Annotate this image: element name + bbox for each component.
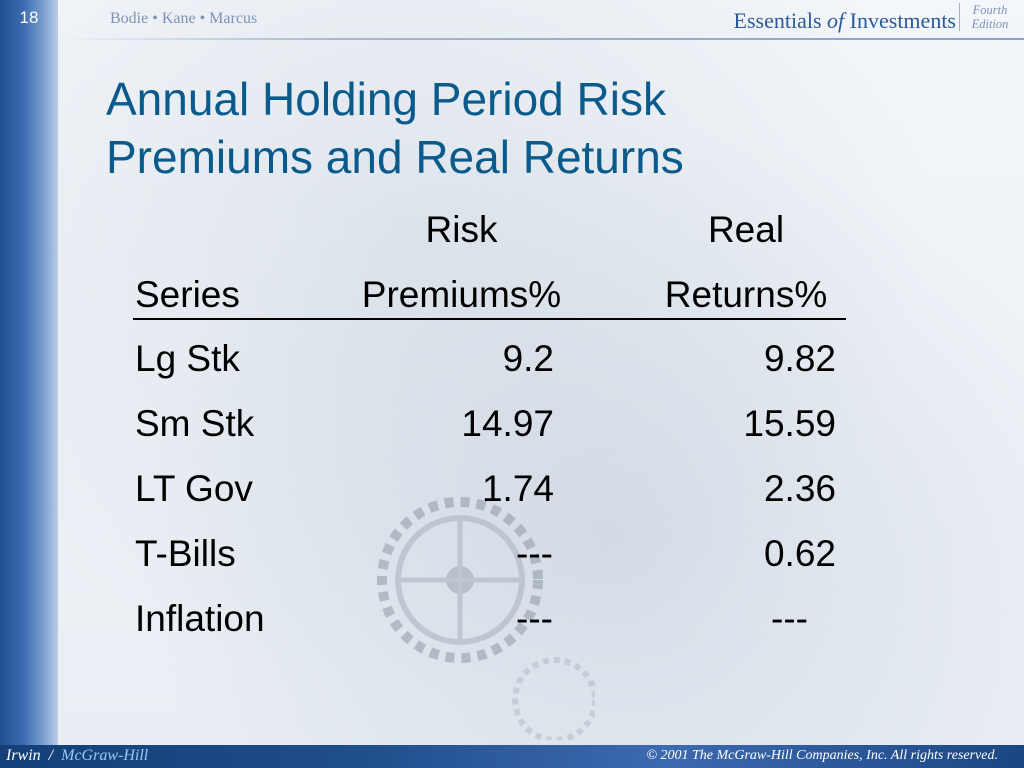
publisher-label: Irwin / McGraw-Hill xyxy=(6,747,148,765)
header-divider xyxy=(58,38,1024,40)
publisher-separator: / xyxy=(40,747,62,764)
slide-title-line1: Annual Holding Period Risk xyxy=(106,73,666,125)
authors-label: Bodie • Kane • Marcus xyxy=(110,10,258,27)
row-risk-premium: 1.74 xyxy=(481,468,554,509)
left-accent-bar: 18 xyxy=(0,0,58,745)
row-series: Sm Stk xyxy=(135,403,255,444)
header-returns: Returns% xyxy=(664,274,828,315)
header-risk: Risk xyxy=(425,209,498,250)
row-series: Lg Stk xyxy=(135,338,240,379)
row-real-return: 2.36 xyxy=(763,468,836,509)
copyright-notice: © 2001 The McGraw-Hill Companies, Inc. A… xyxy=(646,748,998,763)
edition-line1: Fourth xyxy=(972,3,1008,17)
row-series: LT Gov xyxy=(135,468,253,509)
book-title-part3: Investments xyxy=(844,8,956,33)
watch-gear-icon xyxy=(377,497,595,740)
header-premiums: Premiums% xyxy=(361,274,562,315)
book-title-part1: Essentials xyxy=(733,8,828,33)
row-real-return: 9.82 xyxy=(763,338,836,379)
edition-label: Fourth Edition xyxy=(959,3,1018,31)
footer-bar: Irwin / McGraw-Hill © 2001 The McGraw-Hi… xyxy=(0,745,1024,768)
publisher-mcgraw-hill: McGraw-Hill xyxy=(61,747,149,764)
header-series: Series xyxy=(135,274,240,315)
slide-title-line2: Premiums and Real Returns xyxy=(106,131,684,183)
row-risk-premium: 14.97 xyxy=(461,403,554,444)
book-title: Essentials of Investments xyxy=(734,8,956,34)
publisher-irwin: Irwin xyxy=(6,747,41,764)
book-title-part2: of xyxy=(827,8,845,33)
page-number: 18 xyxy=(19,8,39,27)
header-underline xyxy=(133,318,846,320)
header-real: Real xyxy=(707,209,785,250)
slide-title: Annual Holding Period Risk Premiums and … xyxy=(106,70,906,186)
row-series: T-Bills xyxy=(135,533,236,574)
row-risk-premium: --- xyxy=(516,598,553,639)
row-series: Inflation xyxy=(135,598,265,639)
row-risk-premium: 9.2 xyxy=(502,338,554,379)
row-real-return: 0.62 xyxy=(763,533,836,574)
edition-line2: Edition xyxy=(971,17,1009,31)
row-real-return: 15.59 xyxy=(743,403,836,444)
row-real-return: --- xyxy=(771,598,808,639)
row-risk-premium: --- xyxy=(516,533,553,574)
